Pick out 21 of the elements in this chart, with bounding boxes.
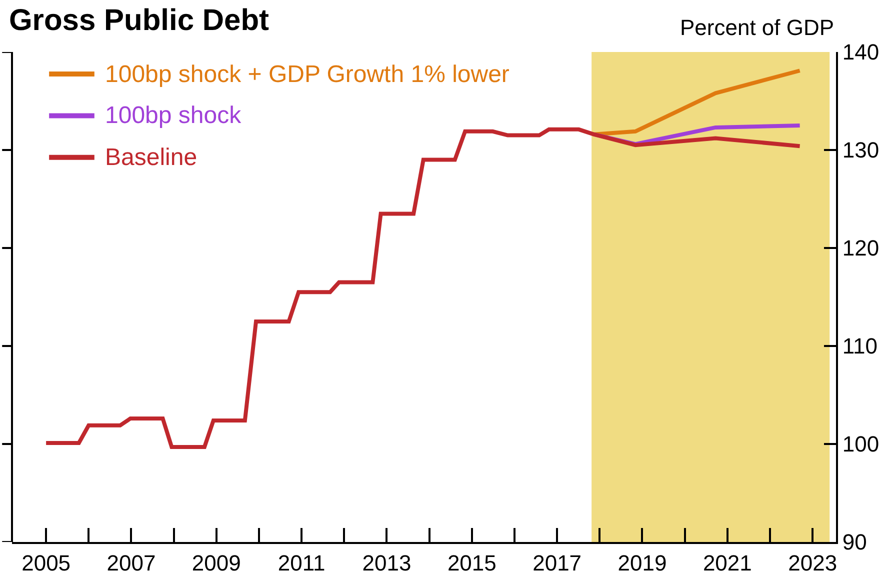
y-axis-title: Percent of GDP bbox=[680, 15, 834, 40]
x-tick-label: 2013 bbox=[362, 550, 412, 576]
legend-label: Baseline bbox=[105, 144, 198, 171]
legend-label: 100bp shock bbox=[105, 102, 242, 129]
x-tick-label: 2009 bbox=[192, 550, 241, 576]
chart-title: Gross Public Debt bbox=[8, 4, 270, 37]
x-tick-label: 2017 bbox=[532, 550, 582, 576]
x-tick-label: 2023 bbox=[788, 550, 838, 576]
y-tick-label: 140 bbox=[842, 40, 880, 65]
x-tick-label: 2005 bbox=[22, 550, 71, 576]
y-tick-label: 100 bbox=[842, 432, 880, 457]
y-tick-label: 130 bbox=[842, 138, 880, 163]
x-tick-label: 2021 bbox=[702, 550, 752, 576]
y-tick-label: 110 bbox=[842, 334, 878, 359]
x-tick-label: 2019 bbox=[618, 550, 667, 576]
x-tick-label: 2015 bbox=[447, 550, 496, 576]
x-tick-label: 2011 bbox=[278, 550, 326, 576]
y-tick-label: 90 bbox=[842, 530, 867, 555]
x-tick-label: 2007 bbox=[106, 550, 156, 576]
legend-label: 100bp shock + GDP Growth 1% lower bbox=[105, 61, 510, 88]
y-tick-label: 120 bbox=[842, 236, 880, 261]
